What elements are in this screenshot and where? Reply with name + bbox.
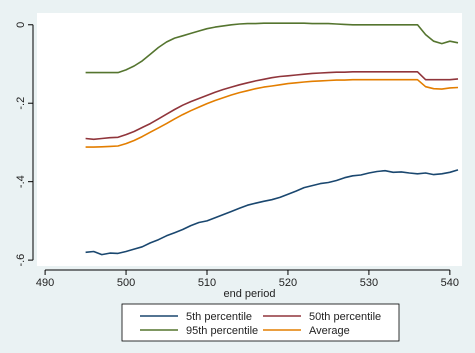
y-tick-label: -.6 — [15, 254, 27, 267]
legend-label: 50th percentile — [309, 311, 381, 323]
series-line-3 — [85, 22, 459, 74]
legend-label: Average — [309, 325, 350, 337]
legend-label: 95th percentile — [186, 325, 258, 337]
y-axis-ticks: 0 -.2 -.4 -.6 — [15, 22, 33, 267]
plot-area — [37, 13, 462, 266]
series-line-4 — [85, 78, 459, 148]
legend-label: 5th percentile — [186, 311, 252, 323]
series-line-1 — [85, 169, 459, 256]
x-tick-label: 490 — [36, 277, 54, 289]
x-axis-title: end period — [224, 288, 276, 300]
x-tick-label: 530 — [360, 277, 378, 289]
series-line-2 — [85, 71, 459, 141]
legend: 5th percentile 50th percentile 95th percen… — [121, 303, 400, 342]
x-axis-ticks: 490 500 510 520 530 540 — [36, 270, 459, 289]
x-tick-label: 520 — [279, 277, 297, 289]
y-tick-label: -.2 — [15, 97, 27, 110]
y-tick-label: -.4 — [15, 175, 27, 188]
x-tick-label: 510 — [198, 277, 216, 289]
y-tick-label: 0 — [15, 22, 27, 28]
x-tick-label: 540 — [441, 277, 459, 289]
legend-box — [121, 303, 400, 342]
x-tick-label: 500 — [117, 277, 135, 289]
series-lines — [85, 22, 459, 256]
